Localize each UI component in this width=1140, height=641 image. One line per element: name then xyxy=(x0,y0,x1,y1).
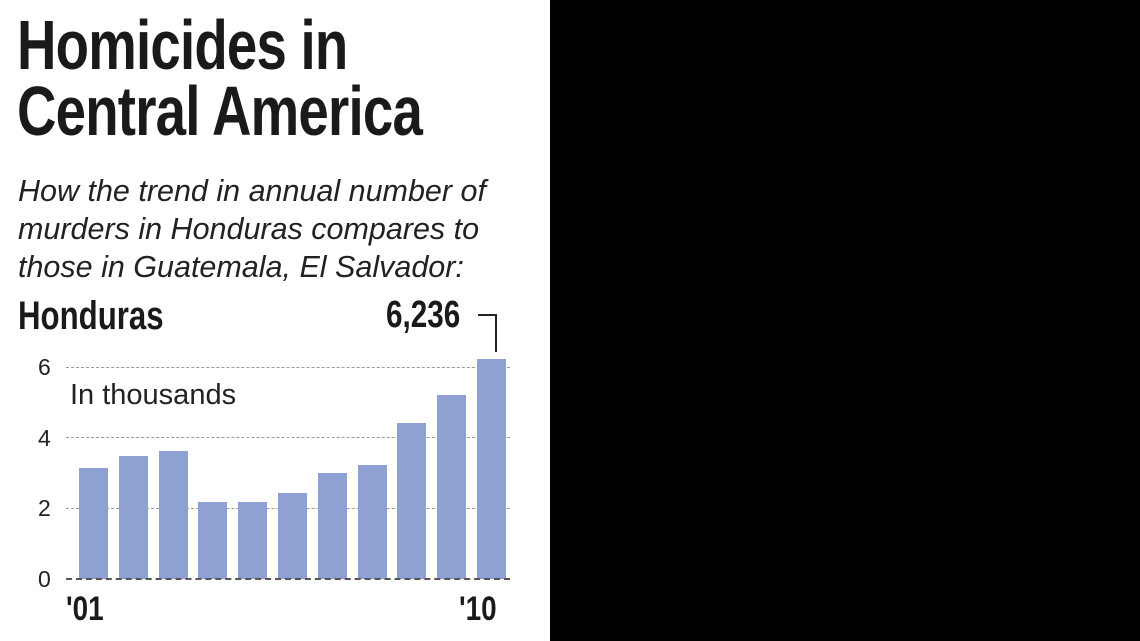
country-label: Honduras xyxy=(18,294,164,338)
chart-panel: Homicides in Central America How the tre… xyxy=(0,0,550,641)
subtitle-line-1: How the trend in annual number of xyxy=(18,174,486,208)
chart-title: Homicides in Central America xyxy=(17,10,423,146)
gridline-6 xyxy=(66,367,510,368)
subtitle-line-2: murders in Honduras compares to xyxy=(18,212,480,246)
y-tick-4: 4 xyxy=(38,425,51,451)
bar xyxy=(198,501,228,579)
x-label-end: '10 xyxy=(459,590,497,628)
bar xyxy=(118,456,148,579)
bar xyxy=(79,468,108,579)
y-tick-2: 2 xyxy=(38,495,51,521)
gridline-4 xyxy=(66,437,510,438)
bar xyxy=(397,422,427,579)
plot-area xyxy=(66,358,510,580)
bar xyxy=(477,358,506,579)
bar xyxy=(317,473,347,579)
title-line-1: Homicides in xyxy=(17,6,348,84)
x-label-start: '01 xyxy=(66,590,104,628)
callout-leader-vertical xyxy=(495,314,497,352)
bar xyxy=(158,451,188,579)
bar xyxy=(437,395,467,579)
unit-label: In thousands xyxy=(70,379,237,411)
peak-value-callout: 6,236 xyxy=(386,294,461,336)
x-axis-baseline xyxy=(66,578,510,580)
subtitle-line-3: those in Guatemala, El Salvador: xyxy=(18,250,464,284)
bar xyxy=(278,493,307,579)
bar xyxy=(238,502,268,579)
chart-subtitle: How the trend in annual number of murder… xyxy=(18,172,486,286)
callout-leader-horizontal xyxy=(478,314,497,316)
y-tick-0: 0 xyxy=(38,566,51,592)
y-tick-6: 6 xyxy=(38,354,51,380)
bar xyxy=(357,465,387,579)
title-line-2: Central America xyxy=(17,72,423,150)
